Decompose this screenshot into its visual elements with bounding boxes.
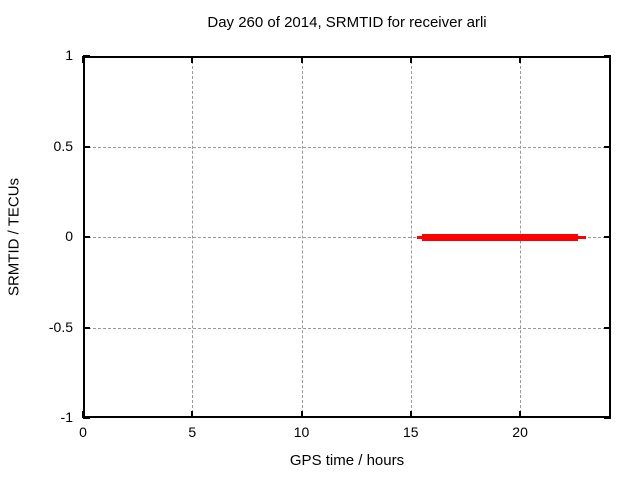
y-tick-label-1: 1 [65, 47, 73, 63]
y-tick-label-0: 0 [65, 228, 73, 244]
tick-y-right-0.5 [604, 145, 611, 148]
tick-x-top-10 [300, 56, 303, 63]
x-tick-label-0: 0 [79, 424, 87, 440]
tick-y-left-1 [83, 55, 90, 57]
tick-x-top-0 [82, 56, 84, 63]
tick-y-right-1 [604, 55, 611, 57]
tick-y-left-0 [83, 236, 90, 238]
tick-x-top-15 [409, 56, 412, 63]
tick-x-top-5 [191, 56, 194, 63]
tick-x-bottom-15 [409, 411, 412, 418]
x-axis-label: GPS time / hours [289, 452, 405, 469]
x-tick-label-15: 15 [403, 424, 419, 440]
tick-x-top-20 [519, 56, 522, 63]
y-axis-label: SRMTID / TECUs [5, 177, 23, 297]
x-tick-label-5: 5 [188, 424, 197, 440]
tick-x-bottom-10 [300, 411, 303, 418]
tick-y-left--1 [83, 417, 90, 419]
x-tick-label-20: 20 [512, 424, 528, 440]
y-tick-label--1: -1 [60, 409, 73, 425]
tick-y-right--1 [604, 417, 611, 419]
x-tick-label-10: 10 [293, 424, 310, 440]
tick-y-left--0.5 [83, 326, 90, 329]
gridline-y--0.5 [83, 327, 611, 329]
gridline-y-0.5 [83, 146, 611, 148]
tick-y-right-0 [604, 236, 611, 238]
data-series-0-core [421, 233, 578, 241]
gridline-y-0 [83, 237, 611, 238]
plot-area [82, 55, 611, 419]
tick-x-bottom-20 [519, 411, 522, 418]
tick-x-bottom-5 [191, 411, 194, 418]
tick-y-left-0.5 [83, 145, 90, 148]
y-tick-label--0.5: -0.5 [48, 318, 73, 335]
y-tick-label-0.5: 0.5 [53, 137, 73, 154]
tick-y-right--0.5 [604, 326, 611, 329]
chart-title: Day 260 of 2014, SRMTID for receiver arl… [207, 14, 487, 31]
